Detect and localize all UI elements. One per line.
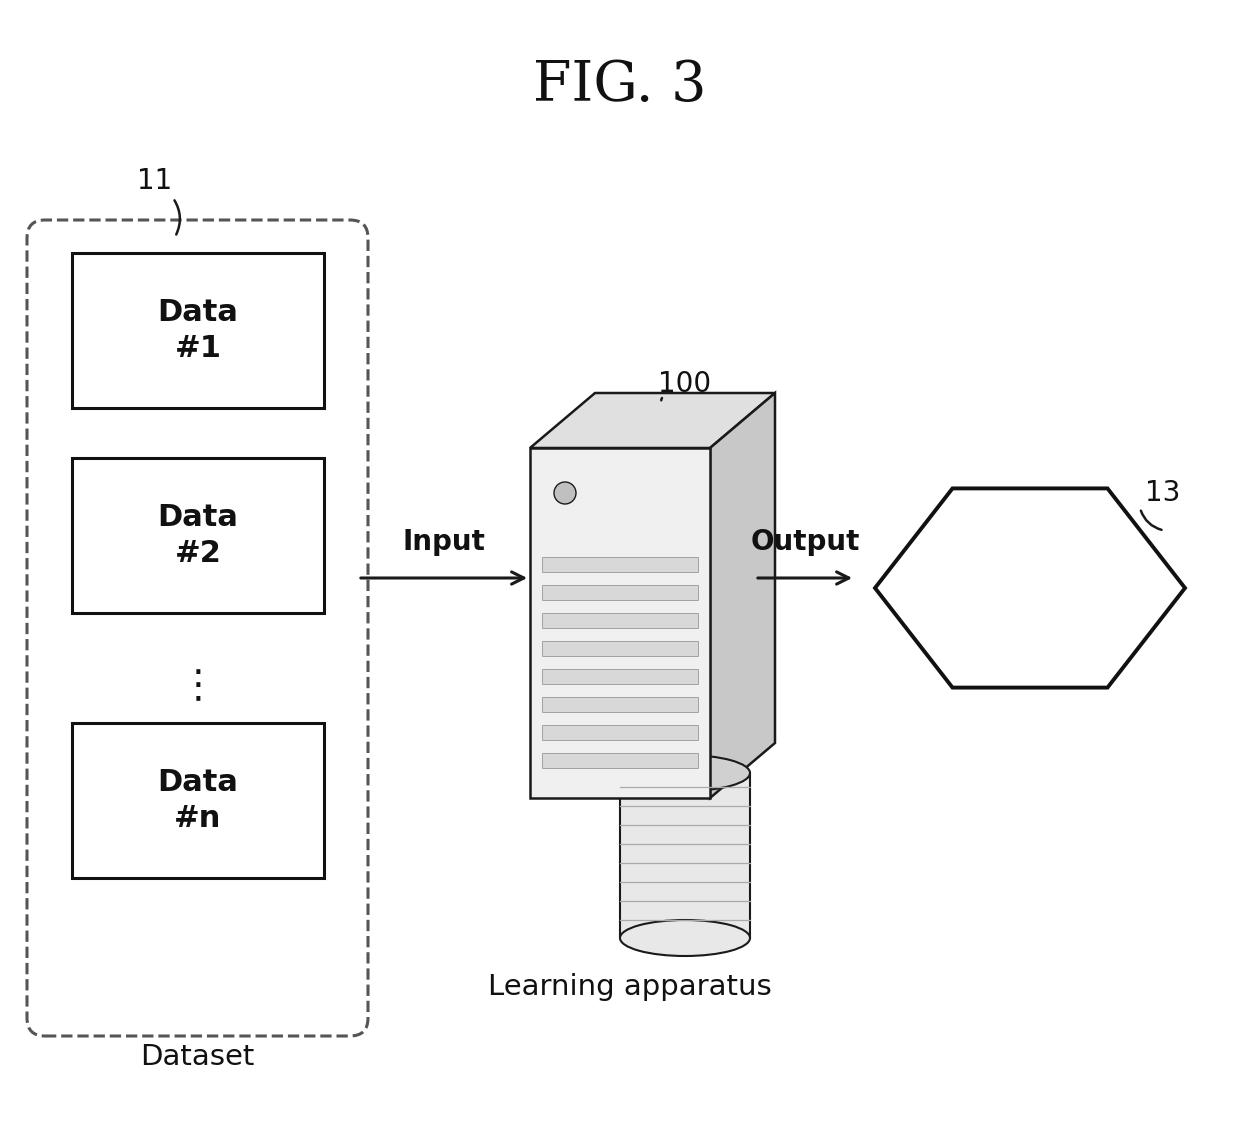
Text: 100: 100 (658, 370, 712, 398)
Text: Learning apparatus: Learning apparatus (489, 974, 771, 1001)
Text: Output: Output (750, 528, 859, 556)
Bar (542, 726, 698, 740)
Polygon shape (529, 393, 775, 448)
Polygon shape (529, 448, 711, 798)
Bar (542, 585, 698, 600)
Bar (72, 458, 324, 613)
Text: 13: 13 (1145, 479, 1180, 507)
Text: Data
#1: Data #1 (157, 298, 238, 363)
Text: Model: Model (980, 572, 1080, 605)
Bar (542, 557, 698, 572)
Polygon shape (620, 773, 750, 938)
Bar (542, 669, 698, 684)
Text: Data
#2: Data #2 (157, 503, 238, 568)
Bar (542, 641, 698, 656)
Text: Input: Input (403, 528, 485, 556)
Text: 11: 11 (138, 166, 172, 195)
Bar (542, 697, 698, 712)
Text: ⋮: ⋮ (179, 667, 217, 705)
Circle shape (554, 482, 577, 504)
Polygon shape (875, 488, 1185, 688)
Bar (542, 613, 698, 628)
Bar (542, 753, 698, 768)
Text: Dataset: Dataset (140, 1044, 254, 1071)
Polygon shape (711, 393, 775, 798)
Text: FIG. 3: FIG. 3 (533, 59, 707, 113)
Bar (72, 253, 324, 408)
Ellipse shape (620, 920, 750, 956)
Ellipse shape (620, 755, 750, 791)
Text: Data
#n: Data #n (157, 768, 238, 833)
Bar (72, 723, 324, 878)
